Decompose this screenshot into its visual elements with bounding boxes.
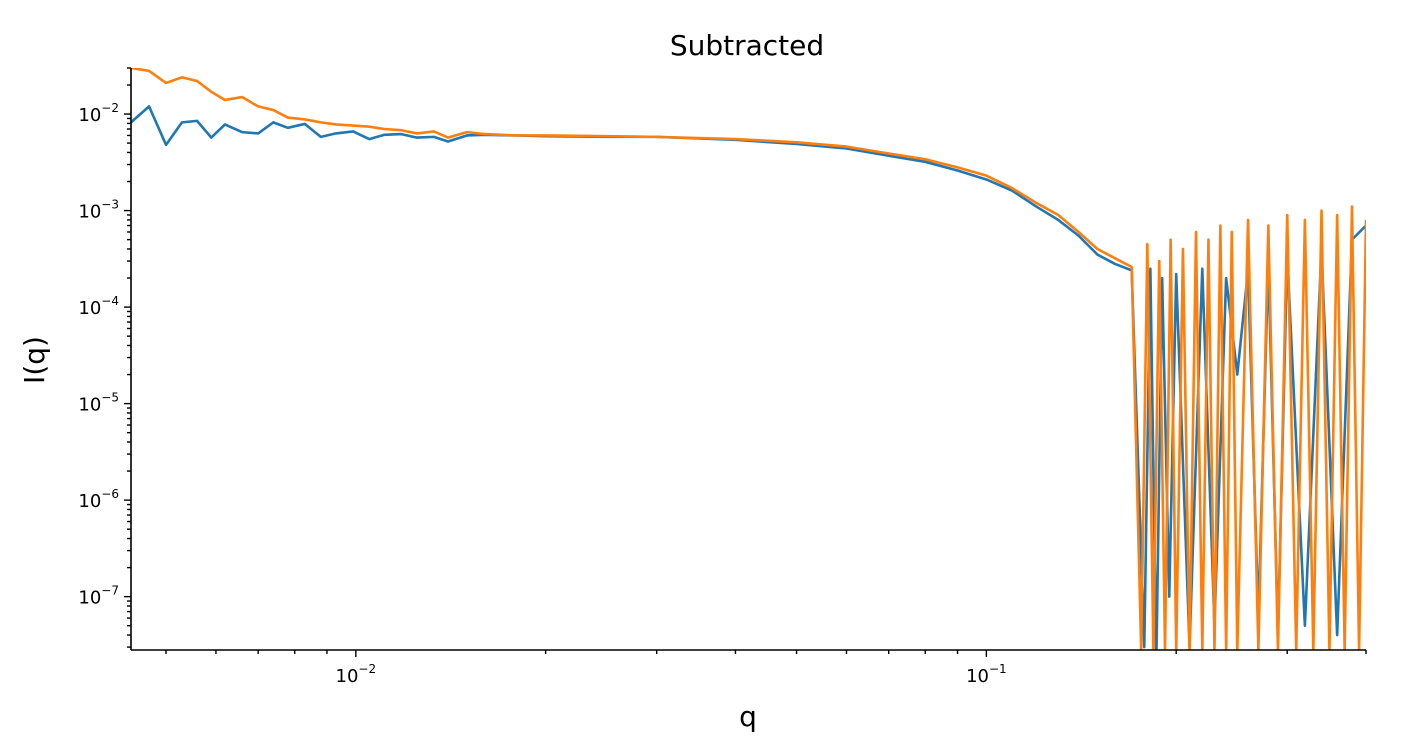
y-axis-label: I(q) <box>18 336 51 384</box>
x-tick-label: 10−1 <box>966 662 1007 687</box>
series-1 <box>131 68 1366 650</box>
y-tick-label: 10−2 <box>78 101 119 126</box>
ticks-layer: 10−2 10−3 10−4 10−5 10−6 10−7 10−2 10−1 <box>78 67 1367 687</box>
y-tick-label: 10−6 <box>78 487 119 512</box>
plot-area <box>131 68 1366 650</box>
x-axis-label: q <box>739 700 757 733</box>
series-line-0 <box>131 105 1366 650</box>
y-tick-label: 10−5 <box>78 391 119 416</box>
y-tick-label: 10−4 <box>78 294 119 319</box>
series-line-1 <box>131 68 1366 650</box>
x-tick-label: 10−2 <box>336 662 377 687</box>
y-tick-label: 10−3 <box>78 198 119 223</box>
series-0 <box>131 105 1366 650</box>
series-layer <box>131 68 1366 650</box>
chart-title: Subtracted <box>670 29 824 62</box>
y-tick-label: 10−7 <box>78 584 119 609</box>
